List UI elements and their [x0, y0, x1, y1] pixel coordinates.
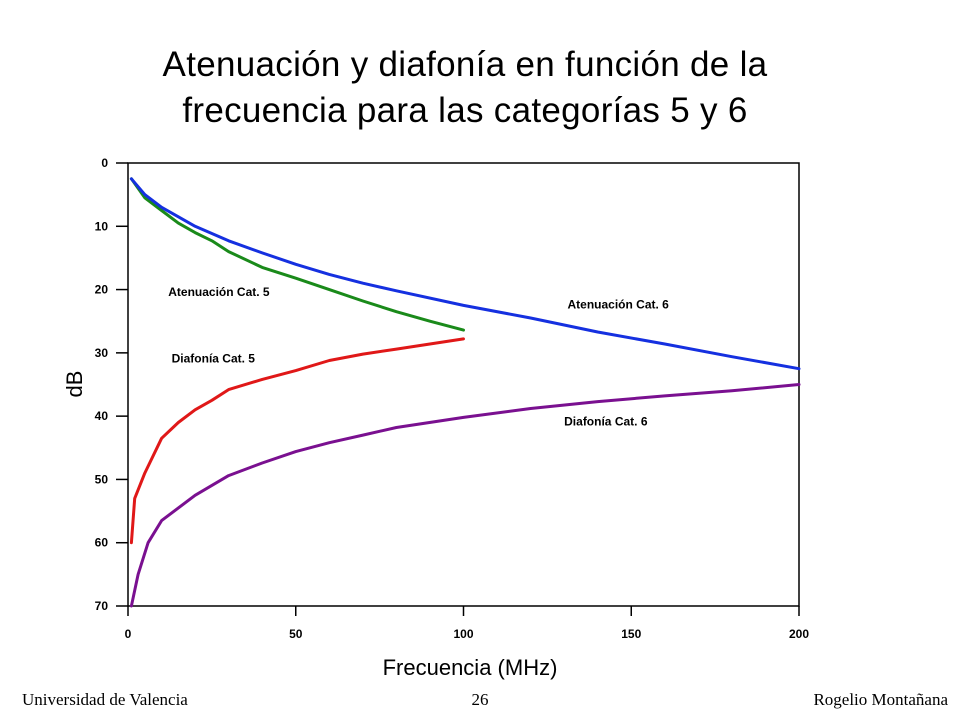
- x-tick-label: 200: [789, 627, 809, 641]
- x-tick-label: 50: [289, 627, 303, 641]
- footer-author: Rogelio Montañana: [813, 690, 948, 709]
- x-tick-label: 0: [125, 627, 132, 641]
- x-axis: 0 50 100 150 200: [125, 606, 809, 641]
- chart-title-line-2: frecuencia para las categorías 5 y 6: [182, 91, 748, 130]
- plot-area-frame: [127, 162, 800, 607]
- footer-page-number: 26: [471, 690, 489, 709]
- y-tick-label: 30: [95, 346, 109, 360]
- y-tick-label: 10: [95, 219, 109, 233]
- series-annotation: Atenuación Cat. 6: [568, 298, 670, 312]
- y-tick-label: 70: [95, 599, 109, 613]
- chart-title: Atenuación y diafonía en función de la f…: [0, 42, 930, 134]
- y-tick-label: 50: [95, 472, 109, 486]
- series-annotation: Diafonía Cat. 5: [172, 351, 256, 365]
- x-tick-label: 150: [621, 627, 641, 641]
- x-tick-label: 100: [453, 627, 473, 641]
- series-layer: [129, 177, 801, 608]
- y-axis: 0 10 20 30 40 50 60 70: [95, 156, 128, 613]
- y-tick-label: 20: [95, 283, 109, 297]
- series-annotation: Atenuación Cat. 5: [168, 285, 270, 299]
- annotation-layer: Atenuación Cat. 5 Atenuación Cat. 6 Diafon…: [168, 285, 669, 429]
- x-axis-title: Frecuencia (MHz): [383, 655, 558, 680]
- series-annotation: Diafonía Cat. 6: [564, 415, 648, 429]
- series-line-0: [129, 177, 465, 332]
- y-tick-label: 60: [95, 536, 109, 550]
- footer-university: Universidad de Valencia: [22, 690, 188, 709]
- y-tick-label: 40: [95, 409, 109, 423]
- y-tick-label: 0: [101, 156, 108, 170]
- series-line-1: [129, 177, 801, 371]
- chart-title-line-1: Atenuación y diafonía en función de la: [162, 45, 768, 84]
- line-chart: 0 10 20 30 40 50 60 70 0 50 100 150 200 Atenuación …: [62, 156, 809, 680]
- y-axis-title: dB: [62, 371, 87, 398]
- series-line-2: [129, 337, 465, 545]
- series-line-3: [129, 383, 801, 608]
